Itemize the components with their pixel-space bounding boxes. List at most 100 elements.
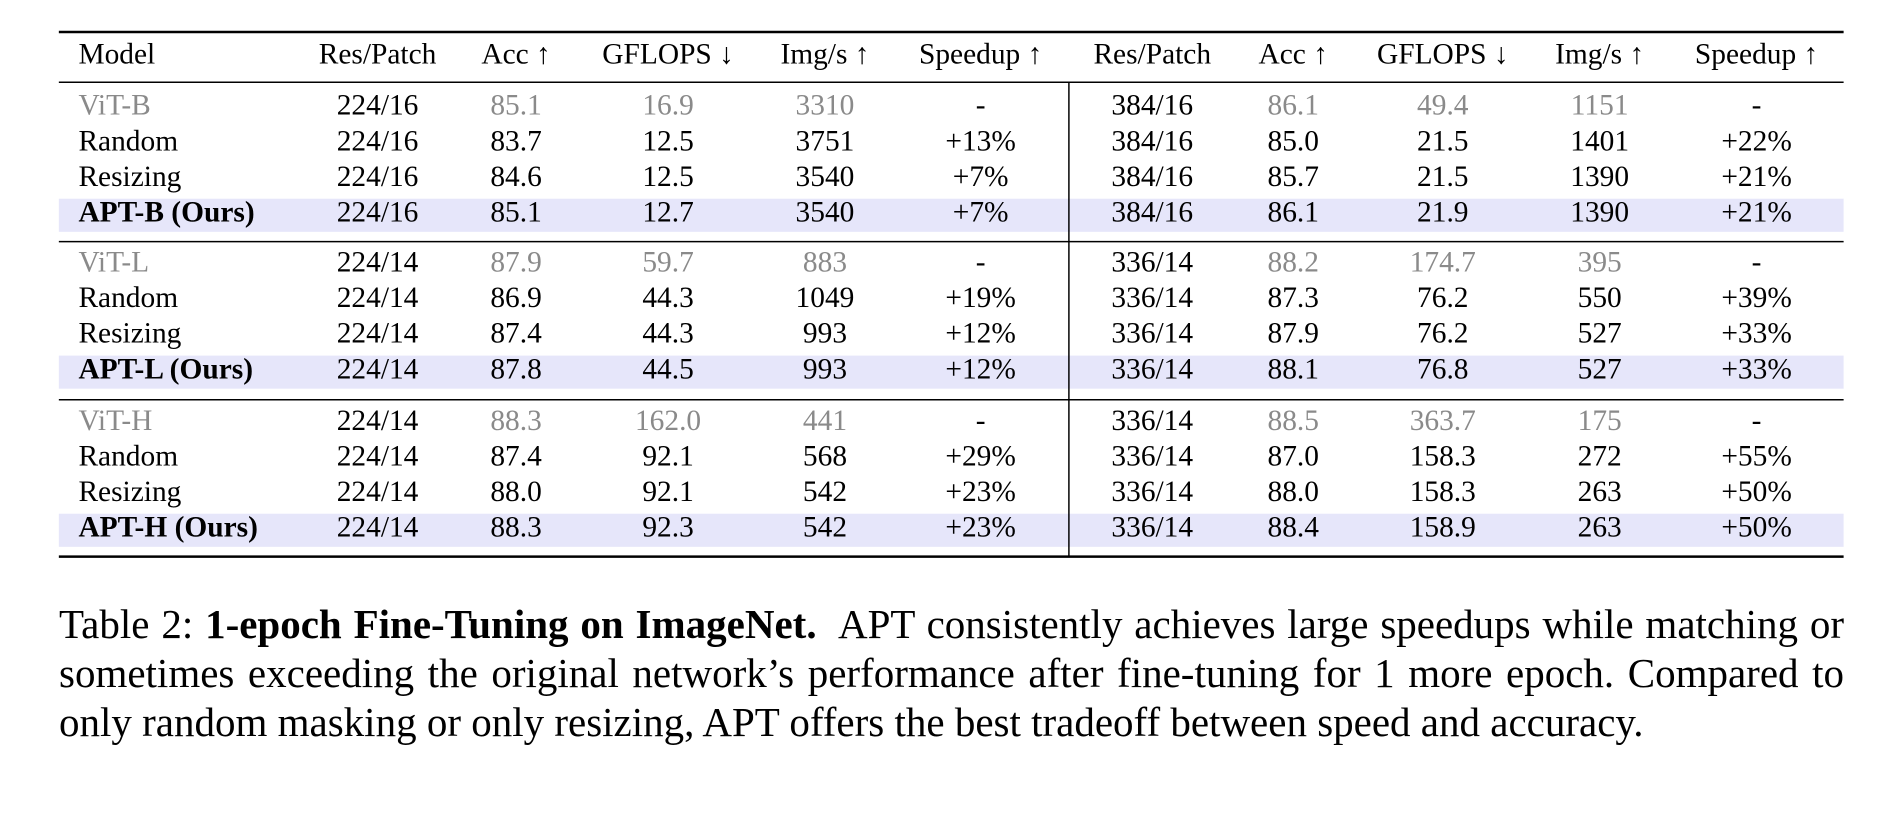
table-cell: +21% (1721, 196, 1792, 228)
table-cell: - (1752, 405, 1762, 437)
table-cell: - (1752, 90, 1762, 122)
table-cell: 84.6 (490, 161, 541, 193)
table-cell: 76.2 (1417, 282, 1468, 314)
model-name: ViT-L (78, 247, 149, 279)
table-cell: 441 (803, 405, 847, 437)
table-cell: 175 (1578, 405, 1622, 437)
header-cell: GFLOPS ↓ (602, 38, 734, 70)
table-cell: 336/14 (1111, 405, 1193, 437)
table-cell: 88.1 (1267, 353, 1318, 385)
table-cell: 384/16 (1111, 161, 1193, 193)
table-cell: 21.9 (1417, 196, 1468, 228)
table-cell: 3310 (796, 90, 855, 122)
table-cell: +29% (945, 440, 1016, 472)
model-name: Random (78, 282, 178, 314)
table-cell: +33% (1721, 318, 1792, 350)
table-cell: 542 (803, 511, 847, 543)
header-cell: Acc ↑ (481, 38, 550, 70)
table-cell: 224/16 (337, 90, 419, 122)
table-cell: +23% (945, 511, 1016, 543)
table-cell: 224/16 (337, 125, 419, 157)
table-caption: Table 2: 1-epoch Fine-Tuning on ImageNet… (59, 600, 1844, 747)
table-cell: 3540 (796, 161, 855, 193)
header-cell: Img/s ↑ (780, 38, 869, 70)
header-cell: Res/Patch (1093, 38, 1211, 70)
model-name: Random (78, 440, 178, 472)
table-cell: 88.2 (1267, 247, 1318, 279)
table-cell: 336/14 (1111, 247, 1193, 279)
table-cell: 88.0 (490, 476, 541, 508)
table-cell: 263 (1578, 511, 1622, 543)
model-name: APT-B (Ours) (78, 196, 254, 228)
table-cell: 542 (803, 476, 847, 508)
table-cell: 1390 (1570, 196, 1629, 228)
row-highlight (58, 355, 1844, 389)
table-cell: +50% (1721, 511, 1792, 543)
table-cell: 92.1 (642, 440, 693, 472)
table-cell: 76.8 (1417, 353, 1468, 385)
header-cell: Acc ↑ (1259, 38, 1328, 70)
table-cell: +19% (945, 282, 1016, 314)
header-cell: GFLOPS ↓ (1377, 38, 1509, 70)
table-cell: 85.1 (490, 90, 541, 122)
table-cell: 384/16 (1111, 90, 1193, 122)
table-cell: 395 (1578, 247, 1622, 279)
table-cell: 21.5 (1417, 161, 1468, 193)
table-cell: 49.4 (1417, 90, 1469, 122)
table-cell: +50% (1721, 476, 1792, 508)
table-cell: 87.3 (1267, 282, 1318, 314)
model-name: ViT-H (78, 405, 152, 437)
table-cell: 85.1 (490, 196, 541, 228)
table-cell: 12.5 (642, 125, 693, 157)
table-cell: +13% (945, 125, 1016, 157)
table-cell: 336/14 (1111, 440, 1193, 472)
model-name: APT-L (Ours) (78, 353, 253, 385)
table-cell: 224/14 (337, 353, 419, 385)
model-name: Random (78, 125, 178, 157)
table-cell: 87.9 (1267, 318, 1318, 350)
table-cell: +7% (953, 196, 1009, 228)
table-cell: 16.9 (642, 90, 693, 122)
table-cell: 224/14 (337, 282, 419, 314)
table-cell: 88.3 (490, 511, 541, 543)
table-cell: 92.3 (642, 511, 693, 543)
table-cell: 88.4 (1267, 511, 1319, 543)
table-cell: 92.1 (642, 476, 693, 508)
header-cell: Speedup ↑ (1695, 38, 1818, 70)
table-cell: - (1752, 247, 1762, 279)
table-cell: 3751 (796, 125, 855, 157)
table-cell: 272 (1578, 440, 1622, 472)
table-cell: 86.1 (1267, 196, 1318, 228)
model-name: Resizing (78, 318, 181, 350)
table-cell: 263 (1578, 476, 1622, 508)
table-cell: +39% (1721, 282, 1792, 314)
table-cell: +21% (1721, 161, 1792, 193)
table-cell: 87.4 (490, 318, 542, 350)
model-name: APT-H (Ours) (78, 511, 257, 543)
table-cell: 85.7 (1267, 161, 1318, 193)
table-cell: 1401 (1570, 125, 1629, 157)
header-cell: Model (78, 38, 155, 70)
table-cell: 88.0 (1267, 476, 1318, 508)
table-cell: 224/14 (337, 476, 419, 508)
table-cell: 336/14 (1111, 511, 1193, 543)
table-cell: 224/14 (337, 440, 419, 472)
table-cell: 384/16 (1111, 125, 1193, 157)
table-cell: 883 (803, 247, 847, 279)
table-cell: 88.3 (490, 405, 541, 437)
table-cell: 162.0 (635, 405, 701, 437)
table-cell: 224/14 (337, 511, 419, 543)
table-cell: 158.3 (1410, 440, 1476, 472)
caption-title: 1-epoch Fine-Tuning on ImageNet. (205, 601, 817, 647)
table-cell: 87.9 (490, 247, 541, 279)
table-cell: 224/16 (337, 161, 419, 193)
table-cell: 336/14 (1111, 476, 1193, 508)
table-cell: 384/16 (1111, 196, 1193, 228)
table-cell: +22% (1721, 125, 1792, 157)
model-name: Resizing (78, 476, 181, 508)
table-cell: 76.2 (1417, 318, 1468, 350)
table-cell: 224/14 (337, 405, 419, 437)
row-highlight (58, 198, 1844, 232)
